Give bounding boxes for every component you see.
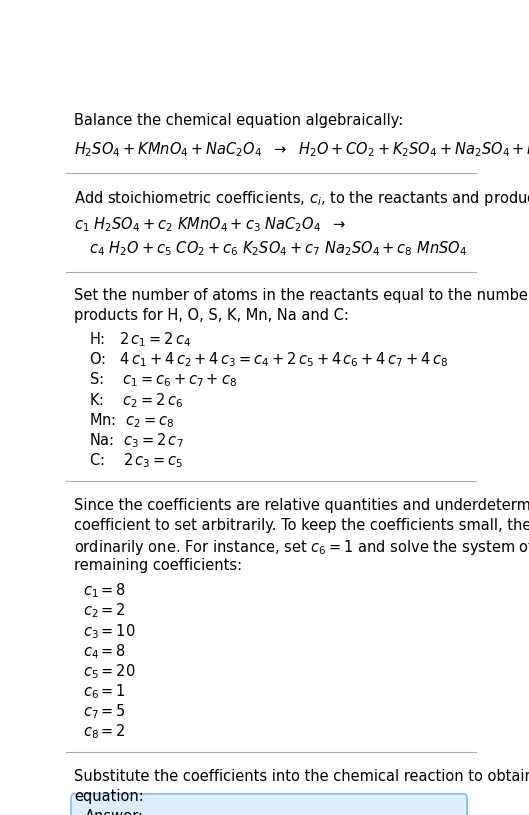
Text: C:$\ \ \ \ 2\,c_3 = c_5$: C:$\ \ \ \ 2\,c_3 = c_5$ — [89, 452, 183, 469]
Text: K:$\ \ \ \ c_2 = 2\,c_6$: K:$\ \ \ \ c_2 = 2\,c_6$ — [89, 391, 183, 410]
Text: $c_1\ H_2SO_4 + c_2\ KMnO_4 + c_3\ NaC_2O_4\ \ \rightarrow$: $c_1\ H_2SO_4 + c_2\ KMnO_4 + c_3\ NaC_2… — [74, 216, 346, 235]
Text: Set the number of atoms in the reactants equal to the number of atoms in the: Set the number of atoms in the reactants… — [74, 288, 529, 303]
Text: $c_4\ H_2O + c_5\ CO_2 + c_6\ K_2SO_4 + c_7\ Na_2SO_4 + c_8\ MnSO_4$: $c_4\ H_2O + c_5\ CO_2 + c_6\ K_2SO_4 + … — [89, 239, 467, 258]
Text: $c_7 = 5$: $c_7 = 5$ — [83, 703, 125, 720]
Text: Na:$\ \ c_3 = 2\,c_7$: Na:$\ \ c_3 = 2\,c_7$ — [89, 431, 184, 450]
Text: H:$\ \ \ 2\,c_1 = 2\,c_4$: H:$\ \ \ 2\,c_1 = 2\,c_4$ — [89, 331, 191, 350]
Text: Since the coefficients are relative quantities and underdetermined, choose a: Since the coefficients are relative quan… — [74, 497, 529, 513]
Text: $c_2 = 2$: $c_2 = 2$ — [83, 601, 125, 620]
Text: Substitute the coefficients into the chemical reaction to obtain the balanced: Substitute the coefficients into the che… — [74, 769, 529, 784]
Text: S:$\ \ \ \ c_1 = c_6 + c_7 + c_8$: S:$\ \ \ \ c_1 = c_6 + c_7 + c_8$ — [89, 371, 236, 390]
Text: coefficient to set arbitrarily. To keep the coefficients small, the arbitrary va: coefficient to set arbitrarily. To keep … — [74, 518, 529, 533]
Text: products for H, O, S, K, Mn, Na and C:: products for H, O, S, K, Mn, Na and C: — [74, 308, 349, 323]
FancyBboxPatch shape — [71, 794, 467, 815]
Text: $c_4 = 8$: $c_4 = 8$ — [83, 642, 126, 661]
Text: $c_5 = 20$: $c_5 = 20$ — [83, 662, 135, 681]
Text: ordinarily one. For instance, set $c_6 = 1$ and solve the system of equations fo: ordinarily one. For instance, set $c_6 =… — [74, 538, 529, 557]
Text: Add stoichiometric coefficients, $c_i$, to the reactants and products:: Add stoichiometric coefficients, $c_i$, … — [74, 189, 529, 209]
Text: O:$\ \ \ 4\,c_1 + 4\,c_2 + 4\,c_3 = c_4 + 2\,c_5 + 4\,c_6 + 4\,c_7 + 4\,c_8$: O:$\ \ \ 4\,c_1 + 4\,c_2 + 4\,c_3 = c_4 … — [89, 350, 448, 369]
Text: $c_3 = 10$: $c_3 = 10$ — [83, 622, 135, 641]
Text: equation:: equation: — [74, 789, 144, 804]
Text: Mn:$\ \ c_2 = c_8$: Mn:$\ \ c_2 = c_8$ — [89, 411, 174, 430]
Text: $c_1 = 8$: $c_1 = 8$ — [83, 582, 126, 601]
Text: $c_8 = 2$: $c_8 = 2$ — [83, 722, 125, 741]
Text: $H_2SO_4 + KMnO_4 + NaC_2O_4\ \ \rightarrow\ \ H_2O + CO_2 + K_2SO_4 + Na_2SO_4 : $H_2SO_4 + KMnO_4 + NaC_2O_4\ \ \rightar… — [74, 140, 529, 159]
Text: $c_6 = 1$: $c_6 = 1$ — [83, 682, 125, 701]
Text: Balance the chemical equation algebraically:: Balance the chemical equation algebraica… — [74, 112, 404, 128]
Text: Answer:: Answer: — [85, 808, 143, 815]
Text: remaining coefficients:: remaining coefficients: — [74, 557, 242, 573]
